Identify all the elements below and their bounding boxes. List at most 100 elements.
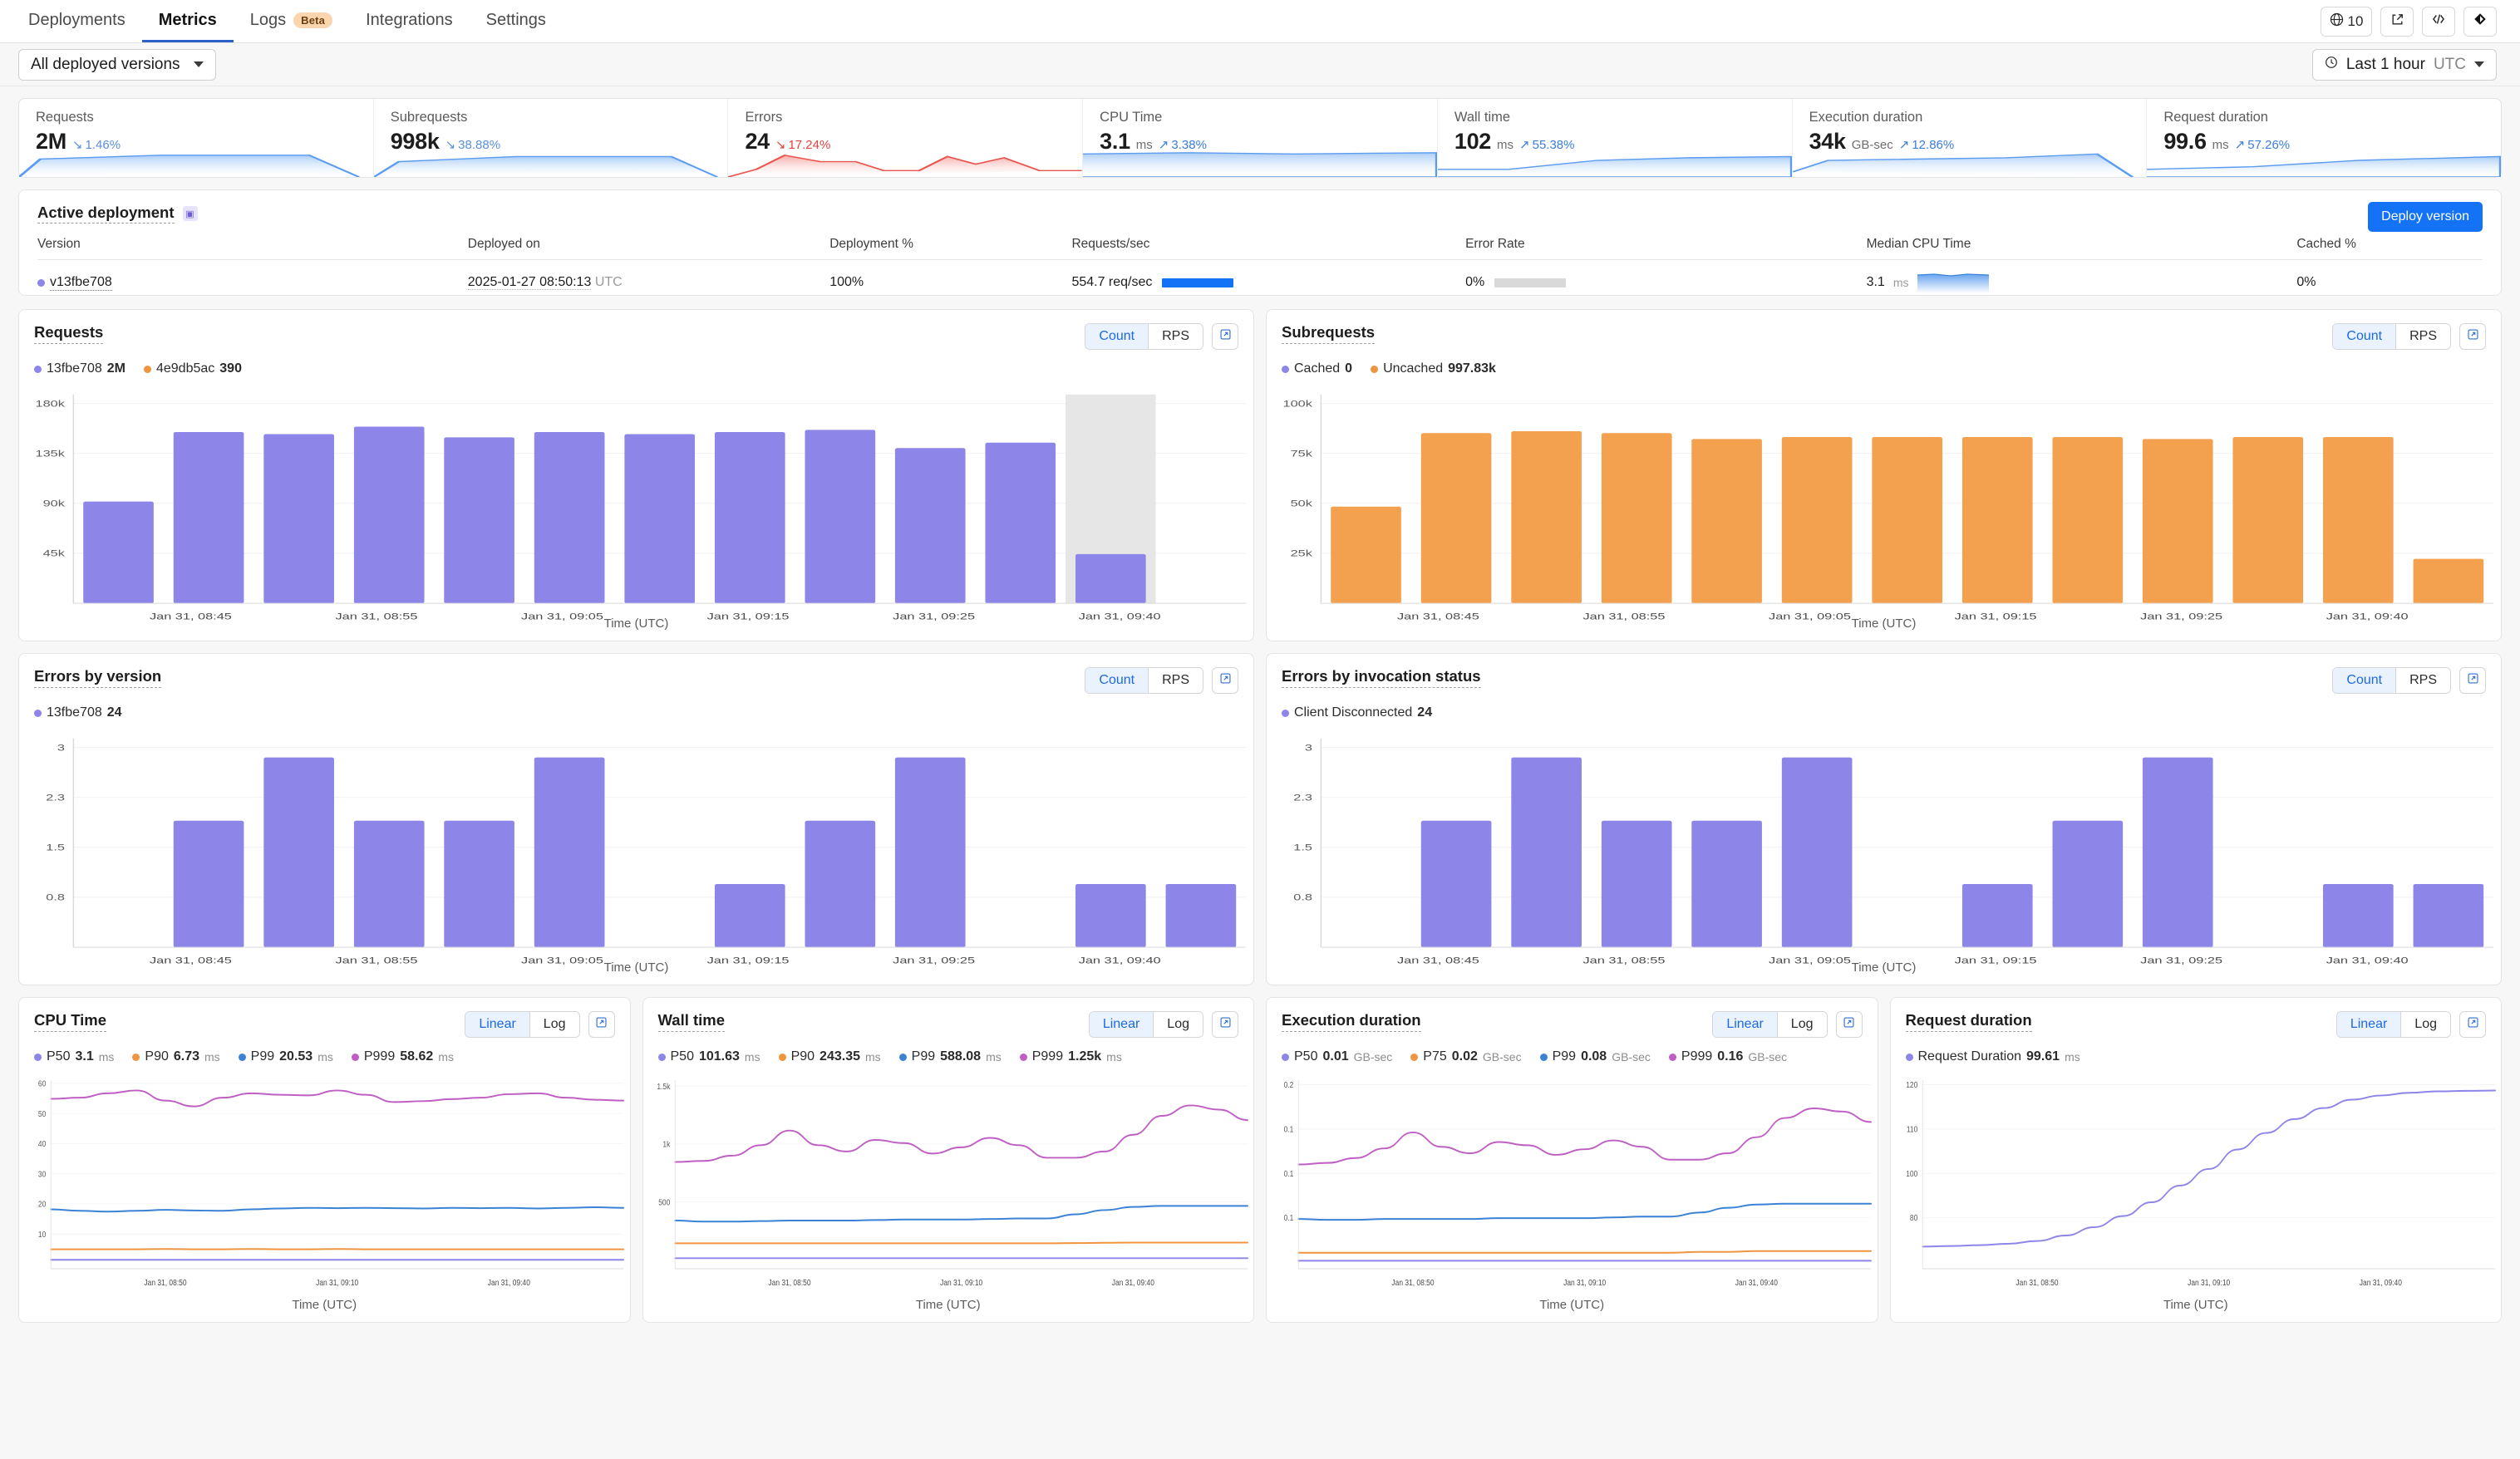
panel-controls: Count RPS — [1085, 323, 1238, 350]
legend-item[interactable]: Request Duration 99.61 ms — [1905, 1049, 2080, 1064]
expand-icon — [2467, 1016, 2479, 1033]
segmented-control: Linear Log — [1088, 1011, 1203, 1038]
legend-item[interactable]: 13fbe708 24 — [34, 705, 122, 720]
legend-item[interactable]: Client Disconnected 24 — [1282, 705, 1432, 720]
segment-count[interactable]: Count — [1085, 324, 1149, 349]
nav-tab-metrics[interactable]: Metrics — [141, 0, 234, 42]
segment-rps[interactable]: RPS — [1148, 324, 1203, 349]
legend-item[interactable]: 13fbe708 2M — [34, 361, 126, 376]
chart-plot[interactable]: 1.5k 1k 500 Jan 31, 08:50 Jan 31, 09:10 Jan 3… — [643, 1074, 1254, 1299]
legend-item[interactable]: 4e9db5ac 390 — [143, 361, 242, 376]
legend-item[interactable]: P999 1.25k ms — [1019, 1049, 1122, 1064]
legend-color-dot — [1410, 1053, 1419, 1061]
segment-log[interactable]: Log — [529, 1012, 579, 1037]
expand-button[interactable] — [2459, 323, 2486, 350]
expand-button[interactable] — [2459, 1011, 2486, 1038]
chart-plot[interactable]: 60 50 40 30 20 10 Jan 31, 08:50 Jan 31, 09:10 Ja… — [19, 1074, 630, 1299]
active-deployment-title: Active deployment — [37, 204, 175, 224]
legend-item[interactable]: P50 101.63 ms — [657, 1049, 760, 1064]
cloudflare-button[interactable] — [2463, 6, 2497, 37]
svg-text:Jan 31, 08:50: Jan 31, 08:50 — [2016, 1278, 2058, 1288]
segment-rps[interactable]: RPS — [2395, 324, 2450, 349]
legend-color-dot — [34, 1053, 42, 1061]
chart-plot[interactable]: 3 2.3 1.5 0.8 Jan 31, 08:45 Jan 31, 08:55 Jan … — [1267, 734, 2501, 975]
panel-errors-by-status: Errors by invocation status Count RPS Cli… — [1266, 653, 2502, 985]
segment-count[interactable]: Count — [2333, 668, 2396, 693]
nav-tab-settings[interactable]: Settings — [470, 0, 563, 42]
segment-rps[interactable]: RPS — [1148, 668, 1203, 693]
segment-log[interactable]: Log — [2400, 1012, 2450, 1037]
panel-header: Request duration Linear Log — [1905, 1011, 2486, 1038]
deploy-version-button[interactable]: Deploy version — [2368, 202, 2483, 232]
legend-item[interactable]: P99 0.08 GB-sec — [1539, 1049, 1651, 1064]
segment-rps[interactable]: RPS — [2395, 668, 2450, 693]
nav-tab-integrations[interactable]: Integrations — [349, 0, 470, 42]
chart-legend: 13fbe708 2M 4e9db5ac 390 — [34, 361, 1238, 376]
info-icon[interactable]: ▣ — [182, 206, 198, 221]
time-range-select[interactable]: Last 1 hour UTC — [2311, 48, 2497, 81]
svg-text:25k: 25k — [1291, 548, 1312, 558]
legend-item[interactable]: P90 6.73 ms — [132, 1049, 220, 1064]
chart-legend: P50 3.1 ms P90 6.73 ms P99 20.53 ms P999… — [34, 1049, 615, 1064]
segment-count[interactable]: Count — [2333, 324, 2396, 349]
external-link-button[interactable] — [2380, 6, 2414, 37]
svg-text:Jan 31, 09:15: Jan 31, 09:15 — [707, 955, 790, 965]
cell-version[interactable]: v13fbe708 — [37, 275, 468, 291]
svg-text:Jan 31, 08:50: Jan 31, 08:50 — [144, 1278, 186, 1288]
svg-text:0.1: 0.1 — [1284, 1125, 1294, 1135]
nav-tab-deployments[interactable]: Deployments — [28, 0, 142, 42]
svg-text:0.2: 0.2 — [1284, 1080, 1294, 1090]
chart-plot[interactable]: 3 2.3 1.5 0.8 Jan 31, 08:45 Jan 31, 08:55 Jan … — [19, 734, 1253, 975]
legend-label: Client Disconnected — [1294, 705, 1413, 720]
expand-button[interactable] — [1212, 1011, 1238, 1038]
legend-item[interactable]: P999 0.16 GB-sec — [1668, 1049, 1787, 1064]
legend-item[interactable]: P50 3.1 ms — [34, 1049, 114, 1064]
segment-log[interactable]: Log — [1776, 1012, 1827, 1037]
svg-text:Jan 31, 09:05: Jan 31, 09:05 — [1769, 612, 1851, 621]
expand-button[interactable] — [1835, 1011, 1863, 1038]
expand-button[interactable] — [2459, 667, 2486, 694]
panel-controls: Linear Log — [2335, 1011, 2486, 1038]
svg-text:100: 100 — [1906, 1169, 1917, 1179]
chart-plot[interactable]: 0.2 0.1 0.1 0.1 Jan 31, 08:50 Jan 31, 09:10 Ja… — [1267, 1074, 1878, 1299]
svg-text:50: 50 — [38, 1109, 46, 1119]
chart-legend: Request Duration 99.61 ms — [1905, 1049, 2487, 1064]
expand-button[interactable] — [1212, 667, 1238, 694]
segment-linear[interactable]: Linear — [1713, 1012, 1777, 1037]
expand-button[interactable] — [588, 1011, 615, 1038]
legend-item[interactable]: P75 0.02 GB-sec — [1410, 1049, 1522, 1064]
deployed-on-value: 2025-01-27 08:50:13 — [467, 275, 592, 290]
legend-item[interactable]: P90 243.35 ms — [778, 1049, 881, 1064]
legend-item[interactable]: P999 58.62 ms — [351, 1049, 454, 1064]
cell-median-cpu-time: 3.1 ms — [1867, 272, 2297, 293]
segment-count[interactable]: Count — [1085, 668, 1149, 693]
panel-header: CPU Time Linear Log — [34, 1011, 615, 1038]
chart-plot[interactable]: 180k 135k 90k 45k Jan 31, 08:45 Jan 31, 08:55… — [19, 390, 1253, 631]
segment-linear[interactable]: Linear — [2336, 1012, 2401, 1037]
expand-button[interactable] — [1212, 323, 1238, 350]
legend-value: 997.83k — [1448, 361, 1496, 376]
panel-header: Errors by version Count RPS — [34, 667, 1238, 694]
globe-count-button[interactable]: 10 — [2321, 6, 2372, 37]
column-header-median-cpu-time: Median CPU Time — [1866, 237, 1971, 251]
legend-item[interactable]: Uncached 997.83k — [1371, 361, 1496, 376]
legend-item[interactable]: Cached 0 — [1282, 361, 1352, 376]
requests-sec-bar — [1162, 278, 1234, 287]
legend-item[interactable]: P99 20.53 ms — [238, 1049, 333, 1064]
version-filter-select[interactable]: All deployed versions — [18, 48, 216, 81]
legend-item[interactable]: P50 0.01 GB-sec — [1282, 1049, 1392, 1064]
legend-item[interactable]: P99 588.08 ms — [898, 1049, 1002, 1064]
segment-linear[interactable]: Linear — [465, 1012, 529, 1037]
version-link[interactable]: v13fbe708 — [50, 274, 112, 291]
legend-label: P75 — [1423, 1049, 1447, 1064]
chart-plot[interactable]: 100k 75k 50k 25k Jan 31, 08:45 Jan 31, 08:55 J… — [1267, 390, 2501, 631]
chart-plot[interactable]: 120 110 100 80 Jan 31, 08:50 Jan 31, 09:10 Jan… — [1891, 1074, 2502, 1299]
expand-icon — [595, 1016, 608, 1033]
svg-text:Jan 31, 09:40: Jan 31, 09:40 — [488, 1278, 530, 1288]
segment-log[interactable]: Log — [1153, 1012, 1203, 1037]
kpi-sparkline — [2147, 144, 2502, 177]
nav-tab-logs[interactable]: Logs Beta — [234, 0, 349, 42]
segment-linear[interactable]: Linear — [1089, 1012, 1154, 1037]
code-button[interactable] — [2422, 6, 2455, 37]
svg-text:3: 3 — [1305, 743, 1312, 753]
